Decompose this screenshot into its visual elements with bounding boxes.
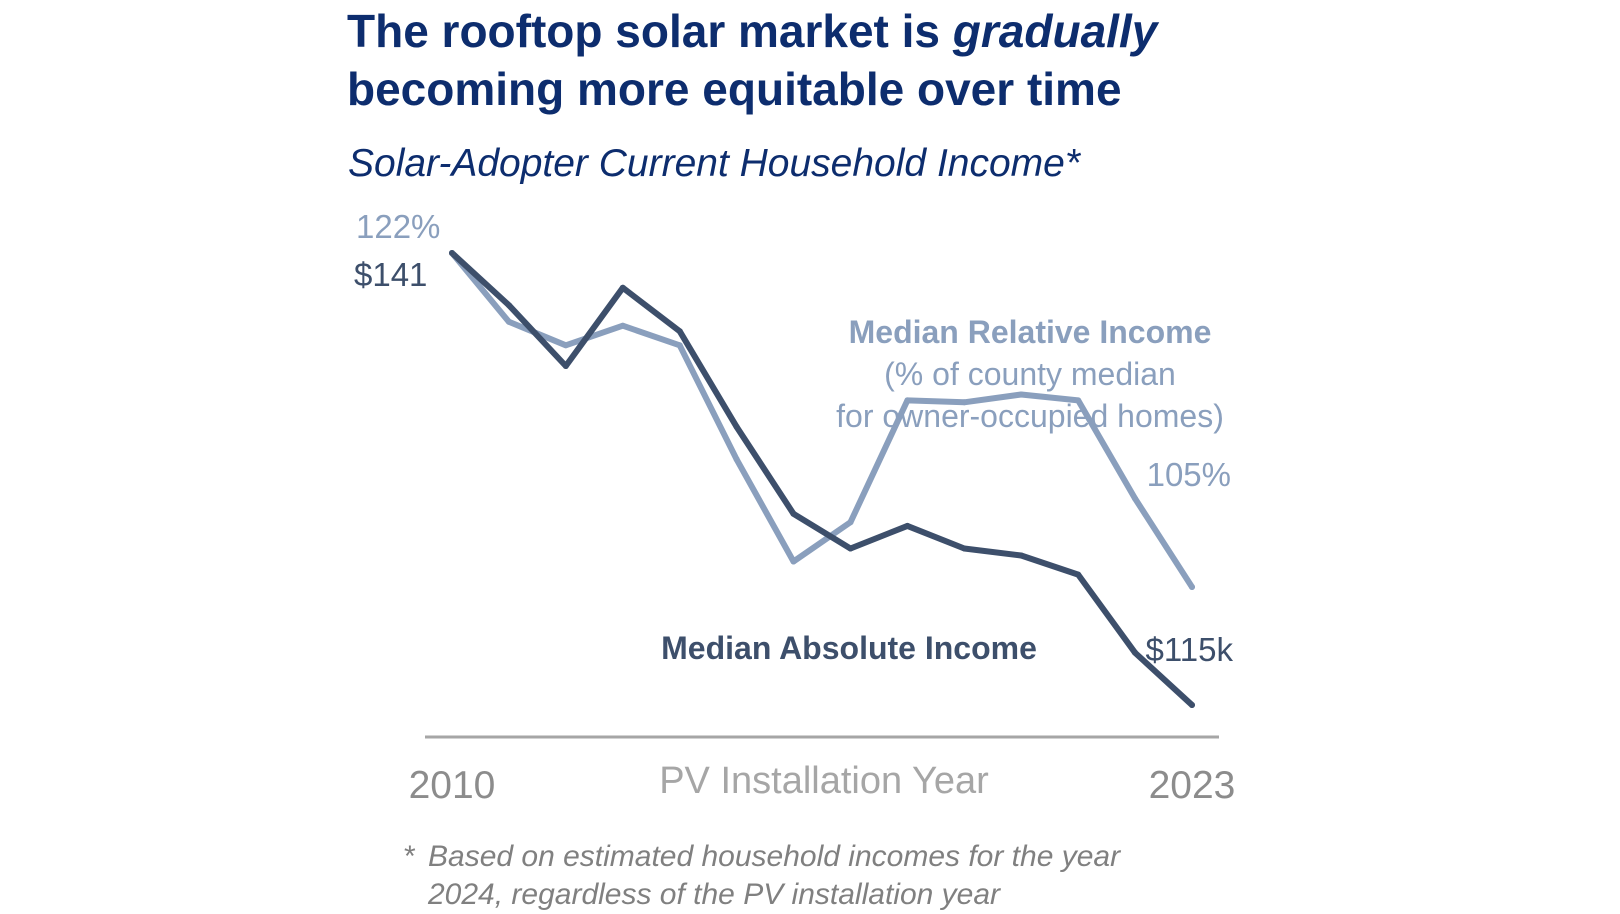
absolute-end-label: $115k (1146, 631, 1234, 668)
footnote-marker: * (404, 840, 416, 873)
absolute-income-point-2017 (847, 545, 854, 552)
footnote: * Based on estimated household incomes fo… (404, 838, 1224, 914)
relative-income-line (449, 250, 1195, 590)
relative-income-point-2013 (619, 322, 626, 329)
absolute-start-label: $141 (354, 256, 427, 293)
relative-income-points (449, 250, 1195, 590)
absolute-income-point-2016 (790, 510, 797, 517)
absolute-income-point-2013 (619, 284, 626, 291)
absolute-income-point-2011 (505, 302, 512, 309)
relative-income-point-2017 (847, 519, 854, 526)
absolute-income-point-2010 (449, 250, 455, 256)
relative-series-desc-2: for owner-occupied homes) (836, 398, 1224, 434)
relative-start-label: 122% (356, 208, 440, 245)
x-axis-title: PV Installation Year (659, 760, 989, 802)
relative-income-point-2016 (790, 558, 797, 565)
relative-income-point-2014 (676, 342, 683, 349)
relative-income-point-2021 (1075, 397, 1082, 404)
absolute-income-point-2020 (1018, 552, 1025, 559)
absolute-series-name: Median Absolute Income (661, 630, 1037, 666)
relative-income-point-2022 (1132, 495, 1139, 502)
relative-income-point-2011 (505, 318, 512, 325)
relative-income-point-2023 (1189, 584, 1195, 590)
absolute-income-point-2012 (562, 363, 569, 369)
x-tick-label-end: 2023 (1149, 764, 1236, 807)
relative-income-point-2015 (733, 456, 740, 463)
footnote-line-2: 2024, regardless of the PV installation … (428, 878, 1001, 911)
relative-series-desc-1: (% of county median (884, 356, 1176, 392)
title-emphasis: gradually (952, 5, 1158, 57)
absolute-income-point-2014 (676, 328, 683, 335)
chart-title: The rooftop solar market is gradually be… (347, 2, 1347, 118)
relative-income-point-2020 (1018, 391, 1025, 398)
relative-income-point-2012 (562, 342, 569, 349)
absolute-income-point-2022 (1132, 649, 1139, 656)
absolute-income-line (449, 250, 1195, 708)
relative-income-point-2018 (904, 397, 911, 404)
relative-income-point-2019 (961, 399, 968, 406)
title-part1: The rooftop solar market is (347, 5, 953, 57)
absolute-income-point-2023 (1189, 702, 1195, 708)
chart-subtitle: Solar-Adopter Current Household Income* (348, 142, 1081, 185)
x-tick-label-start: 2010 (409, 764, 496, 807)
footnote-line-1: Based on estimated household incomes for… (428, 840, 1121, 873)
absolute-income-points (449, 250, 1195, 708)
absolute-income-point-2015 (733, 423, 740, 430)
title-part2: becoming more equitable over time (347, 63, 1122, 115)
absolute-income-point-2018 (904, 522, 911, 529)
relative-end-label: 105% (1147, 456, 1231, 493)
absolute-income-point-2019 (961, 545, 968, 552)
absolute-income-point-2021 (1075, 571, 1082, 578)
relative-series-name: Median Relative Income (849, 314, 1212, 350)
